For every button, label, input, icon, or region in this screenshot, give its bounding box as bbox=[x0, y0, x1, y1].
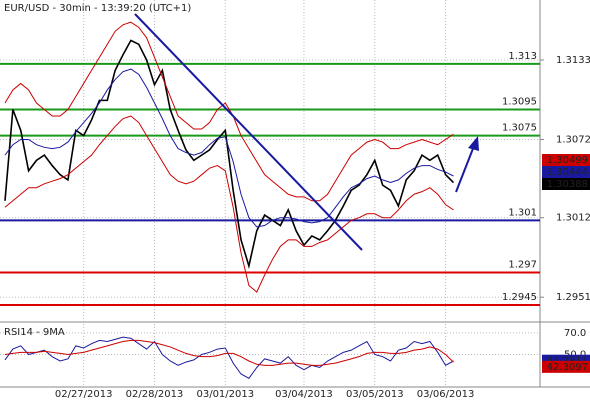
price-box bbox=[542, 360, 590, 373]
y-tick-label: 1.3012 bbox=[556, 213, 590, 224]
series-line bbox=[4, 336, 454, 379]
y-tick-label: 1.3133 bbox=[556, 55, 590, 66]
series-line bbox=[4, 39, 455, 270]
level-label: 1.301 bbox=[508, 207, 537, 218]
series-line bbox=[4, 21, 454, 202]
level-label: 1.3095 bbox=[502, 97, 537, 108]
x-tick-label: 03/06/2013 bbox=[417, 389, 475, 400]
chart-title: EUR/USD - 30min - 13:39:20 (UTC+1) bbox=[4, 3, 191, 14]
arrow-head bbox=[468, 136, 479, 151]
level-label: 1.297 bbox=[508, 259, 537, 270]
arrow bbox=[455, 145, 475, 193]
x-tick-label: 03/01/2013 bbox=[196, 389, 254, 400]
trendline bbox=[134, 13, 363, 251]
price-box-label: 1.30444 bbox=[547, 167, 588, 178]
x-tick-label: 03/05/2013 bbox=[346, 389, 404, 400]
price-box bbox=[542, 166, 590, 178]
y-tick-label: 70.0 bbox=[564, 328, 586, 339]
series-line bbox=[4, 115, 454, 293]
x-tick-label: 03/04/2013 bbox=[275, 389, 333, 400]
price-box bbox=[542, 178, 590, 190]
series-line bbox=[4, 339, 454, 366]
y-tick-label: 1.2951 bbox=[556, 292, 590, 303]
plot bbox=[4, 21, 455, 379]
rsi-title: RSI14 - 9MA bbox=[4, 327, 65, 338]
level-label: 1.2945 bbox=[502, 292, 537, 303]
price-box-label: 42.3097 bbox=[547, 362, 588, 373]
price-box bbox=[542, 154, 590, 166]
series-line bbox=[4, 68, 454, 228]
price-box-label: 1.30499 bbox=[547, 155, 588, 166]
x-tick-label: 02/28/2013 bbox=[126, 389, 184, 400]
x-tick-label: 02/27/2013 bbox=[55, 389, 113, 400]
level-label: 1.3075 bbox=[502, 123, 537, 134]
price-box-label: 1.30388 bbox=[547, 179, 588, 190]
level-label: 1.313 bbox=[508, 51, 537, 62]
y-tick-label: 1.3072 bbox=[556, 134, 590, 145]
levels bbox=[0, 62, 540, 307]
labels: 02/27/2013 02/28/2013 03/01/2013 03/04/2013… bbox=[55, 51, 590, 400]
